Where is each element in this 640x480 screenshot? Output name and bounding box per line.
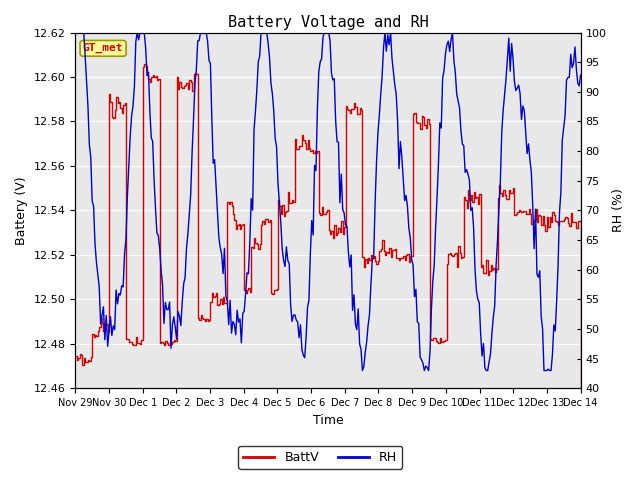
Y-axis label: RH (%): RH (%) — [612, 189, 625, 232]
Title: Battery Voltage and RH: Battery Voltage and RH — [228, 15, 428, 30]
X-axis label: Time: Time — [312, 414, 343, 427]
Y-axis label: Battery (V): Battery (V) — [15, 176, 28, 245]
Legend: BattV, RH: BattV, RH — [238, 446, 402, 469]
Text: GT_met: GT_met — [83, 43, 124, 53]
